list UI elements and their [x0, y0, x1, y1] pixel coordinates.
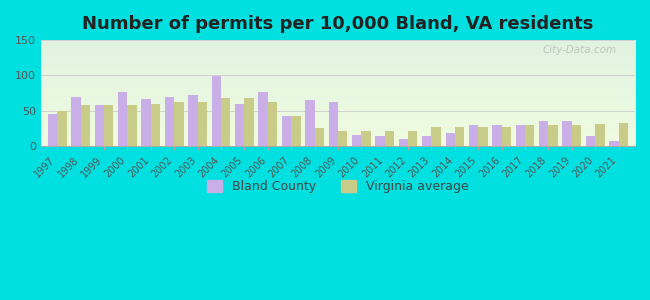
Bar [422, 136, 432, 146]
Bar [338, 130, 347, 146]
Bar [328, 102, 338, 146]
Bar [151, 104, 160, 146]
Bar [95, 105, 104, 146]
Bar [445, 134, 455, 146]
Bar [361, 130, 370, 146]
Bar [198, 102, 207, 146]
Bar [385, 130, 394, 146]
Bar [455, 127, 464, 146]
Bar [586, 136, 595, 146]
Bar [268, 102, 277, 146]
Bar [212, 76, 221, 146]
Bar [142, 99, 151, 146]
Bar [432, 127, 441, 146]
Bar [478, 127, 488, 146]
Bar [315, 128, 324, 146]
Bar [306, 100, 315, 146]
Bar [562, 122, 572, 146]
Bar [221, 98, 230, 146]
Bar [127, 105, 136, 146]
Text: City-Data.com: City-Data.com [543, 45, 618, 56]
Bar [259, 92, 268, 146]
Bar [525, 125, 534, 146]
Bar [549, 125, 558, 146]
Bar [595, 124, 604, 146]
Bar [104, 105, 113, 146]
Bar [469, 125, 478, 146]
Bar [174, 102, 183, 146]
Bar [492, 125, 502, 146]
Bar [244, 98, 254, 146]
Bar [72, 97, 81, 146]
Bar [165, 97, 174, 146]
Bar [291, 116, 300, 146]
Bar [352, 135, 361, 146]
Bar [515, 125, 525, 146]
Bar [48, 114, 57, 146]
Title: Number of permits per 10,000 Bland, VA residents: Number of permits per 10,000 Bland, VA r… [83, 15, 593, 33]
Bar [502, 127, 511, 146]
Bar [57, 111, 66, 146]
Bar [572, 125, 581, 146]
Bar [118, 92, 127, 146]
Bar [188, 95, 198, 146]
Bar [609, 140, 619, 146]
Bar [81, 105, 90, 146]
Bar [619, 123, 628, 146]
Bar [398, 139, 408, 146]
Legend: Bland County, Virginia average: Bland County, Virginia average [202, 175, 474, 198]
Bar [282, 116, 291, 146]
Bar [235, 104, 244, 146]
Bar [408, 130, 417, 146]
Bar [539, 122, 549, 146]
Bar [375, 136, 385, 146]
